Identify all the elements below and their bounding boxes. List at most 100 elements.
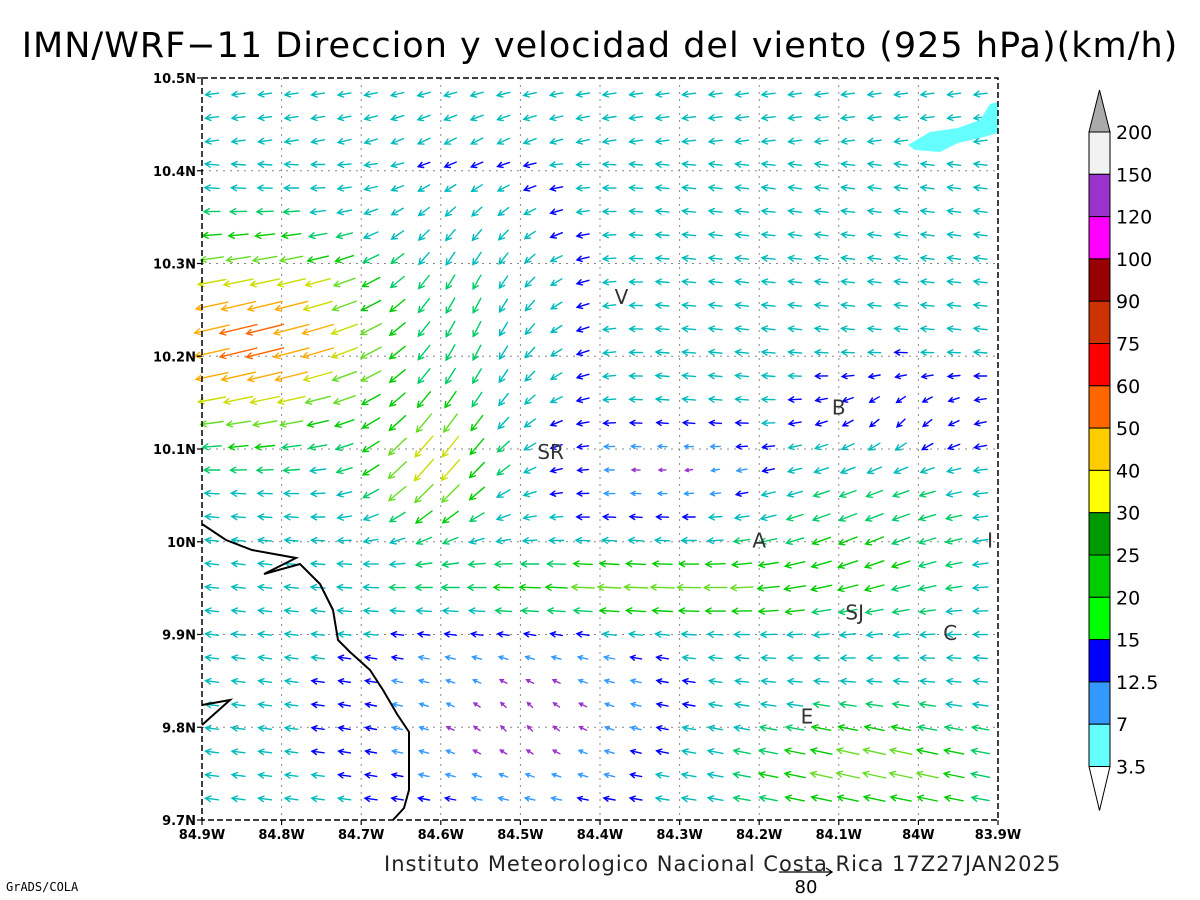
wind-arrow — [201, 231, 222, 239]
wind-arrow — [732, 795, 751, 802]
wind-arrow — [471, 655, 483, 661]
wind-arrow — [707, 137, 723, 145]
colorbar-segment — [1088, 681, 1111, 725]
wind-arrow — [760, 372, 776, 380]
wind-arrow — [309, 160, 326, 168]
wind-arrow — [390, 207, 404, 216]
wind-arrow — [602, 443, 616, 450]
wind-arrow — [498, 298, 509, 314]
wind-arrow — [628, 325, 644, 333]
wind-arrow — [893, 160, 909, 168]
wind-arrow — [472, 274, 482, 291]
wind-arrow — [496, 440, 510, 453]
wind-arrow — [972, 231, 988, 239]
wind-arrow — [707, 654, 723, 662]
wind-arrow — [218, 323, 258, 336]
wind-arrow — [251, 420, 278, 428]
wind-arrow — [336, 654, 352, 662]
wind-arrow — [414, 435, 434, 458]
wind-arrow — [548, 161, 564, 168]
wind-arrow — [203, 489, 220, 497]
wind-arrow — [895, 418, 906, 428]
wind-arrow — [946, 301, 962, 309]
wind-arrow — [310, 678, 325, 685]
wind-arrow — [466, 583, 487, 592]
wind-arrow — [415, 536, 433, 545]
wind-arrow — [245, 323, 285, 336]
wind-arrow — [707, 184, 723, 192]
wind-arrow — [813, 349, 829, 356]
grads-credit: GrADS/COLA — [6, 880, 79, 894]
wind-arrow — [360, 299, 382, 312]
wind-arrow — [836, 794, 859, 802]
wind-arrow — [918, 701, 937, 709]
wind-arrow — [495, 537, 512, 545]
wind-arrow — [549, 631, 564, 638]
wind-arrow — [786, 466, 803, 474]
wind-arrow — [865, 677, 883, 685]
wind-arrow — [522, 490, 537, 498]
wind-arrow — [417, 252, 430, 266]
wind-arrow — [919, 301, 935, 309]
wind-arrow — [336, 137, 352, 145]
wind-arrow — [681, 90, 697, 98]
wind-arrow — [813, 160, 829, 168]
wind-arrow — [256, 160, 273, 168]
wind-arrow — [760, 677, 776, 685]
colorbar-label: 100 — [1116, 249, 1152, 271]
wind-arrow — [598, 560, 620, 568]
wind-arrow — [680, 771, 697, 779]
wind-arrow — [523, 208, 537, 216]
wind-arrow — [598, 607, 620, 615]
wind-arrow — [472, 344, 482, 362]
wind-arrow — [893, 207, 909, 215]
wind-arrow — [518, 583, 541, 591]
map-title: IMN/WRF−11 Direccion y velocidad del vie… — [21, 26, 1179, 66]
wind-arrow — [734, 160, 750, 168]
wind-arrow — [495, 90, 511, 98]
wind-arrow — [363, 90, 379, 98]
wind-arrow — [575, 137, 590, 145]
wind-arrow — [443, 183, 457, 193]
wind-arrow — [866, 90, 882, 98]
wind-arrow — [915, 747, 939, 755]
wind-arrow — [601, 278, 617, 286]
wind-arrow — [683, 443, 695, 450]
wind-arrow — [732, 537, 751, 545]
wind-arrow — [494, 607, 513, 615]
wind-arrow — [574, 536, 591, 544]
wind-arrow — [524, 253, 536, 264]
wind-arrow — [946, 90, 962, 98]
wind-arrow — [520, 607, 539, 615]
wind-arrow — [603, 702, 615, 708]
wind-arrow — [866, 231, 882, 239]
wind-arrow — [417, 654, 430, 661]
wind-arrow — [390, 230, 405, 240]
wind-arrow — [810, 724, 832, 732]
wind-arrow — [362, 254, 380, 264]
wind-arrow — [471, 678, 482, 684]
wind-arrow — [469, 114, 484, 122]
wind-arrow — [946, 278, 962, 286]
wind-arrow — [360, 370, 382, 382]
wind-arrow — [708, 419, 723, 427]
wind-arrow — [654, 771, 670, 779]
wind-arrow — [946, 349, 961, 356]
wind-arrow — [497, 795, 510, 802]
wind-arrow — [681, 278, 697, 286]
wind-arrow — [417, 368, 431, 385]
coastline-islet — [201, 698, 234, 726]
wind-arrow — [230, 114, 246, 122]
wind-arrow — [546, 607, 566, 615]
wind-vectors — [193, 90, 991, 803]
wind-arrow — [922, 418, 933, 428]
wind-arrow — [892, 631, 910, 639]
wind-arrow — [681, 513, 696, 521]
wind-arrow — [576, 795, 589, 802]
wind-arrow — [204, 795, 220, 803]
wind-arrow — [549, 372, 563, 380]
wind-arrow — [838, 631, 857, 639]
wind-arrow — [654, 325, 670, 333]
wind-arrow — [813, 90, 829, 98]
lat-label: 10.5N — [153, 72, 196, 87]
